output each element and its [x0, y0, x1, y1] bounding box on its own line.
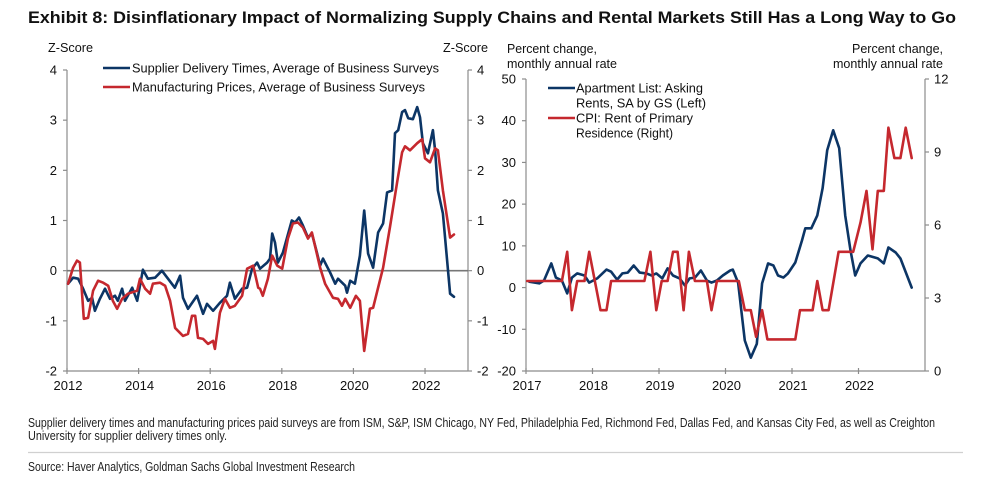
y-tick-label-left: 20 — [502, 197, 516, 212]
y-tick-label-right: 4 — [477, 63, 484, 78]
y-tick-label-left: 0 — [509, 280, 516, 295]
y-tick-label-right: 3 — [934, 291, 941, 306]
legend-item-apartment-list: Apartment List: Asking Rents, SA by GS (… — [548, 81, 706, 111]
series-line-apartment-list-asking-rents-sa-by-gs-left — [528, 129, 913, 359]
source-note: Source: Haver Analytics, Goldman Sachs G… — [28, 460, 355, 474]
legend: Supplier Delivery Times, Average of Busi… — [103, 61, 439, 95]
right-axis-title-line-1: Percent change, — [852, 41, 943, 56]
y-tick-label-left: -1 — [45, 313, 57, 328]
legend-item-supplier-delivery-times: Supplier Delivery Times, Average of Busi… — [103, 61, 439, 76]
chart-axes: -2 -1 0 1 2 3 4 -2 -1 0 1 2 3 4 2012 2014 2016 2018 2020 20… — [45, 63, 488, 394]
series-line-supplier-delivery-times-average-of-business-surveys — [66, 105, 456, 316]
series-line-cpi-rent-of-primary-residence-right — [526, 126, 913, 341]
x-tick-label: 2022 — [845, 378, 874, 393]
y-tick-label-left: 50 — [502, 72, 516, 87]
right-axis-title-line-2: monthly annual rate — [833, 56, 943, 71]
legend-label-line-2: Residence (Right) — [576, 126, 673, 141]
y-tick-label-left: 40 — [502, 113, 516, 128]
y-tick-label-left: -10 — [497, 322, 516, 337]
series-layer — [526, 126, 913, 359]
x-tick-label: 2022 — [412, 378, 441, 393]
y-tick-label-left: 1 — [50, 213, 57, 228]
legend-label-line-1: Apartment List: Asking — [576, 81, 703, 96]
y-tick-label-left: 30 — [502, 155, 516, 170]
y-tick-label-right: 2 — [477, 163, 484, 178]
legend-label-line-1: CPI: Rent of Primary — [576, 111, 693, 126]
footnote-line-2: University for supplier delivery times o… — [28, 429, 227, 443]
legend: Apartment List: Asking Rents, SA by GS (… — [548, 81, 706, 141]
series-layer — [66, 105, 456, 353]
y-tick-label-right: -2 — [477, 364, 489, 379]
y-tick-label-left: 2 — [50, 163, 57, 178]
y-tick-label-right: 9 — [934, 145, 941, 160]
x-tick-label: 2021 — [779, 378, 808, 393]
x-tick-label: 2012 — [54, 378, 83, 393]
y-tick-label-left: -2 — [45, 364, 57, 379]
x-tick-label: 2016 — [197, 378, 226, 393]
left-axis-title-line-1: Percent change, — [507, 41, 597, 56]
x-tick-label: 2019 — [646, 378, 675, 393]
x-tick-label: 2014 — [125, 378, 154, 393]
y-tick-label-left: 10 — [502, 238, 516, 253]
rent-inflation-chart: Percent change, monthly annual rate Perc… — [497, 41, 948, 393]
x-tick-label: 2020 — [340, 378, 369, 393]
y-tick-label-right: 0 — [477, 263, 484, 278]
supply-chain-zscore-chart: Z-Score Z-Score -2 -1 0 1 2 3 4 -2 -1 0 1 2 3 4 2012 20… — [45, 40, 488, 393]
y-tick-label-left: -20 — [497, 364, 516, 379]
chart-axes: -20 -10 0 10 20 30 40 50 0 3 6 9 12 2017 2018 2019 2020 2… — [497, 72, 948, 394]
x-tick-label: 2017 — [513, 378, 542, 393]
legend-label: Supplier Delivery Times, Average of Busi… — [132, 61, 439, 76]
left-axis-title: Z-Score — [48, 40, 93, 55]
y-tick-label-left: 3 — [50, 113, 57, 128]
footnote-line-1: Supplier delivery times and manufacturin… — [28, 416, 935, 430]
y-tick-label-right: 3 — [477, 113, 484, 128]
y-tick-label-right: 6 — [934, 218, 941, 233]
legend-item-cpi-rent: CPI: Rent of Primary Residence (Right) — [548, 111, 693, 141]
x-tick-label: 2018 — [268, 378, 297, 393]
y-tick-label-left: 0 — [50, 263, 57, 278]
y-tick-label-right: 12 — [934, 72, 948, 87]
x-tick-label: 2018 — [579, 378, 608, 393]
x-tick-label: 2020 — [712, 378, 741, 393]
y-tick-label-right: 0 — [934, 364, 941, 379]
left-axis-title-line-2: monthly annual rate — [507, 56, 617, 71]
right-axis-title: Z-Score — [443, 40, 488, 55]
series-line-manufacturing-prices-average-of-business-surveys — [66, 137, 456, 353]
legend-item-manufacturing-prices: Manufacturing Prices, Average of Busines… — [103, 80, 425, 95]
legend-label: Manufacturing Prices, Average of Busines… — [132, 80, 425, 95]
y-tick-label-right: 1 — [477, 213, 484, 228]
y-tick-label-right: -1 — [477, 313, 489, 328]
legend-label-line-2: Rents, SA by GS (Left) — [576, 96, 706, 111]
exhibit-title: Exhibit 8: Disinflationary Impact of Nor… — [28, 8, 956, 27]
y-tick-label-left: 4 — [50, 63, 57, 78]
